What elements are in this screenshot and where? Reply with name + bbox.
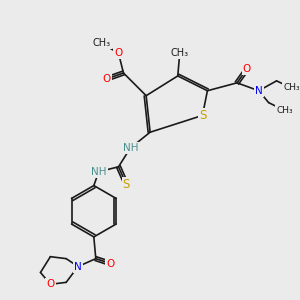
Text: S: S — [123, 178, 130, 191]
Text: N: N — [74, 262, 82, 272]
Text: NH: NH — [91, 167, 106, 177]
Text: N: N — [255, 86, 262, 96]
Text: O: O — [114, 48, 123, 58]
Text: NH: NH — [123, 143, 138, 153]
Text: CH₃: CH₃ — [283, 83, 300, 92]
Text: O: O — [46, 279, 55, 289]
Text: O: O — [106, 259, 115, 269]
Text: CH₃: CH₃ — [276, 106, 293, 115]
Text: O: O — [243, 64, 251, 74]
Text: CH₃: CH₃ — [93, 38, 111, 48]
Text: O: O — [103, 74, 111, 84]
Text: S: S — [199, 109, 206, 122]
Text: CH₃: CH₃ — [171, 48, 189, 58]
